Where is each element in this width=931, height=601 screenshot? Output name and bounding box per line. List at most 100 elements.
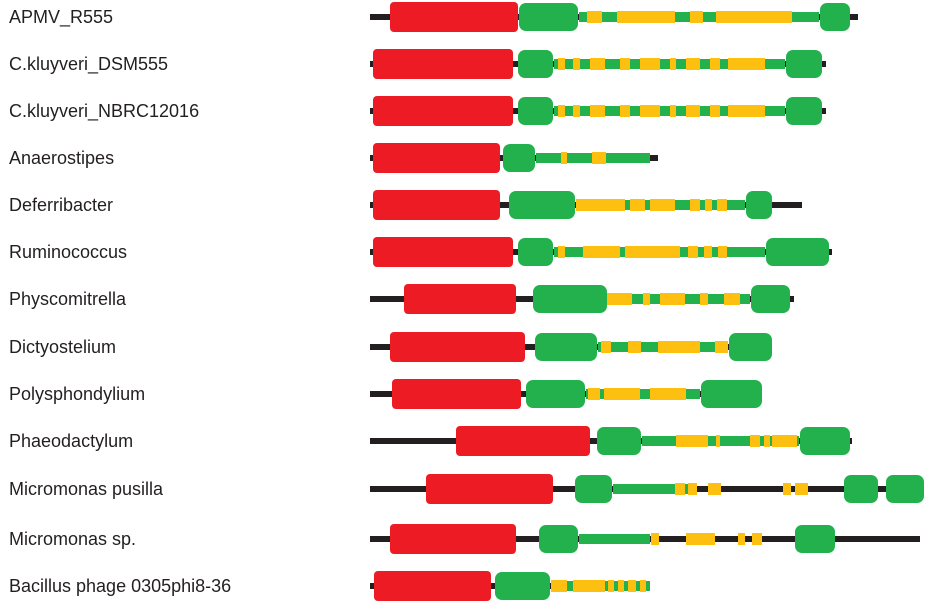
yellow-segment [608,580,614,592]
green-domain [518,238,553,266]
yellow-segment [715,341,728,353]
yellow-segment [643,293,650,305]
yellow-segment [724,293,740,305]
yellow-segment [620,105,630,117]
yellow-segment [551,580,567,592]
yellow-segment [688,246,698,258]
yellow-segment [716,435,720,447]
yellow-segment [640,580,646,592]
yellow-segment [640,105,660,117]
yellow-segment [558,58,565,70]
green-domain [518,50,553,78]
yellow-segment [717,199,727,211]
track-label: Polysphondylium [9,384,146,404]
red-domain [426,474,553,504]
yellow-segment [710,58,720,70]
green-domain [844,475,878,503]
green-domain [786,97,822,125]
yellow-segment [772,435,797,447]
yellow-segment [628,341,641,353]
yellow-segment [601,341,611,353]
green-domain [729,333,772,361]
yellow-segment [752,533,762,545]
yellow-segment [738,533,745,545]
yellow-segment [728,105,765,117]
linker-band [579,534,650,544]
red-domain [373,190,500,220]
yellow-segment [676,435,708,447]
linker-band [613,484,697,494]
linker-band [642,436,799,446]
yellow-segment [558,105,565,117]
red-domain [390,332,525,362]
red-domain [373,96,513,126]
track-label: Ruminococcus [9,242,128,262]
track-label: Phaeodactylum [9,431,134,451]
yellow-segment [718,246,727,258]
yellow-segment [561,152,567,164]
red-domain [392,379,521,409]
yellow-segment [670,58,676,70]
track-label: APMV_R555 [9,7,114,27]
green-domain [503,144,535,172]
yellow-segment [573,58,580,70]
green-domain [766,238,829,266]
red-domain [404,284,516,314]
yellow-segment [640,58,660,70]
yellow-segment [764,435,770,447]
green-domain [539,525,578,553]
yellow-segment [558,246,565,258]
track-label: C.kluyveri_NBRC12016 [9,101,200,121]
yellow-segment [604,388,640,400]
yellow-segment [588,388,600,400]
red-domain [374,571,491,601]
green-domain [746,191,772,219]
linker-band [586,389,700,399]
track-label: Physcomitrella [9,289,127,309]
green-domain [526,380,585,408]
linker-band [554,59,785,69]
yellow-segment [708,483,721,495]
green-domain [495,572,550,600]
green-domain [535,333,597,361]
yellow-segment [660,293,685,305]
yellow-segment [617,11,675,23]
green-domain [597,427,641,455]
track-label: Deferribacter [9,195,114,215]
yellow-segment [783,483,791,495]
track-label: Micromonas sp. [9,529,137,549]
track-label: C.kluyveri_DSM555 [9,54,169,74]
yellow-segment [650,388,686,400]
linker-band [554,106,785,116]
yellow-segment [688,483,697,495]
red-domain [390,524,516,554]
red-domain [373,143,500,173]
yellow-segment [630,199,645,211]
green-domain [509,191,575,219]
yellow-segment [658,341,700,353]
green-domain [886,475,924,503]
track-label: Anaerostipes [9,148,115,168]
yellow-segment [587,11,602,23]
yellow-segment [686,533,715,545]
green-domain [751,285,790,313]
green-domain [800,427,850,455]
yellow-segment [628,580,636,592]
yellow-segment [605,293,632,305]
yellow-segment [690,199,700,211]
green-domain [518,97,553,125]
yellow-segment [618,580,624,592]
track-label: Bacillus phage 0305phi8-36 [9,576,232,596]
yellow-segment [650,199,675,211]
yellow-segment [795,483,808,495]
red-domain [456,426,590,456]
yellow-segment [716,11,792,23]
yellow-segment [590,58,605,70]
yellow-segment [583,246,620,258]
red-domain [373,49,513,79]
yellow-segment [686,105,700,117]
yellow-segment [710,105,720,117]
yellow-segment [705,199,712,211]
green-domain [795,525,835,553]
